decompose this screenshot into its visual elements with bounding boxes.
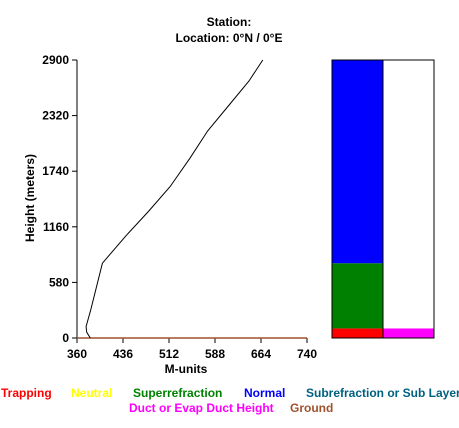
- layer-segment-left: [332, 263, 383, 329]
- axis-ticks: 360 436 512 588 664 740 0 580 1160 1740 2320 2900: [42, 53, 317, 361]
- layer-segment-left: [332, 60, 383, 264]
- y-axis-label: Height (meters): [23, 154, 37, 242]
- y-tick-label: 1740: [42, 164, 69, 178]
- layer-segment-right: [383, 328, 434, 338]
- legend-duct: Duct or Evap Duct Height: [129, 401, 274, 415]
- layer-segment-left: [332, 328, 383, 338]
- layer-segment-right: [383, 60, 434, 329]
- station-title: Station:: [207, 15, 252, 29]
- x-tick-label: 740: [297, 347, 317, 361]
- y-tick-label: 0: [62, 331, 69, 345]
- legend-trapping: Trapping: [1, 386, 52, 400]
- legend-superrefraction: Superrefraction: [133, 386, 223, 400]
- chart-area: Station: Location: 0°N / 0°E 360 436 512 58…: [23, 15, 435, 376]
- y-tick-label: 1160: [43, 220, 69, 234]
- legend-subrefraction: Subrefraction or Sub Layer: [306, 386, 459, 400]
- plot-axes: [76, 60, 307, 339]
- x-tick-label: 664: [251, 347, 271, 361]
- x-tick-label: 360: [67, 347, 87, 361]
- x-tick-label: 436: [113, 347, 133, 361]
- legend-neutral: Neutral: [71, 386, 113, 400]
- location-title: Location: 0°N / 0°E: [176, 31, 283, 45]
- legend: Trapping Neutral Superrefraction Normal …: [0, 386, 459, 426]
- layer-bars: [331, 59, 435, 339]
- profile-series: [77, 59, 307, 339]
- y-tick-label: 2320: [42, 109, 69, 123]
- y-tick-label: 580: [49, 275, 69, 289]
- legend-ground: Ground: [290, 401, 334, 415]
- y-tick-label: 2900: [42, 53, 69, 67]
- legend-normal: Normal: [244, 386, 286, 400]
- x-axis-label: M-units: [165, 362, 208, 376]
- x-tick-label: 588: [205, 347, 225, 361]
- x-tick-label: 512: [159, 347, 179, 361]
- refractivity-profile-line: [85, 59, 264, 339]
